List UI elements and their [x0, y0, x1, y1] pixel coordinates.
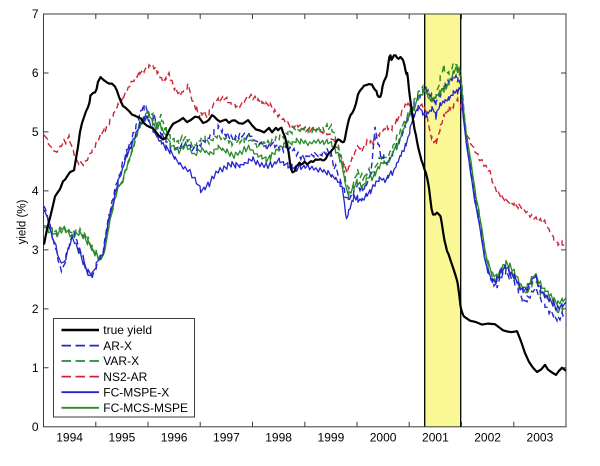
svg-text:yield (%): yield (%) — [16, 199, 28, 244]
svg-text:3: 3 — [32, 243, 39, 257]
svg-text:2: 2 — [32, 302, 39, 316]
svg-text:4: 4 — [32, 184, 39, 198]
svg-text:2000: 2000 — [370, 431, 397, 445]
svg-text:5: 5 — [32, 125, 39, 139]
svg-text:6: 6 — [32, 66, 39, 80]
svg-text:0: 0 — [32, 420, 39, 434]
svg-text:1999: 1999 — [318, 431, 345, 445]
svg-text:1998: 1998 — [265, 431, 292, 445]
svg-text:NS2-AR: NS2-AR — [103, 370, 147, 384]
svg-text:1996: 1996 — [161, 431, 188, 445]
svg-text:AR-X: AR-X — [103, 339, 132, 353]
svg-text:true yield: true yield — [103, 323, 152, 337]
svg-text:7: 7 — [32, 7, 39, 21]
svg-text:1997: 1997 — [213, 431, 240, 445]
svg-text:1: 1 — [32, 361, 39, 375]
svg-text:VAR-X: VAR-X — [103, 354, 139, 368]
svg-text:1994: 1994 — [56, 431, 83, 445]
svg-text:FC-MCS-MSPE: FC-MCS-MSPE — [103, 401, 188, 415]
svg-text:FC-MSPE-X: FC-MSPE-X — [103, 385, 169, 399]
svg-text:1995: 1995 — [109, 431, 136, 445]
svg-text:2002: 2002 — [474, 431, 501, 445]
svg-text:2001: 2001 — [422, 431, 449, 445]
svg-text:2003: 2003 — [527, 431, 554, 445]
